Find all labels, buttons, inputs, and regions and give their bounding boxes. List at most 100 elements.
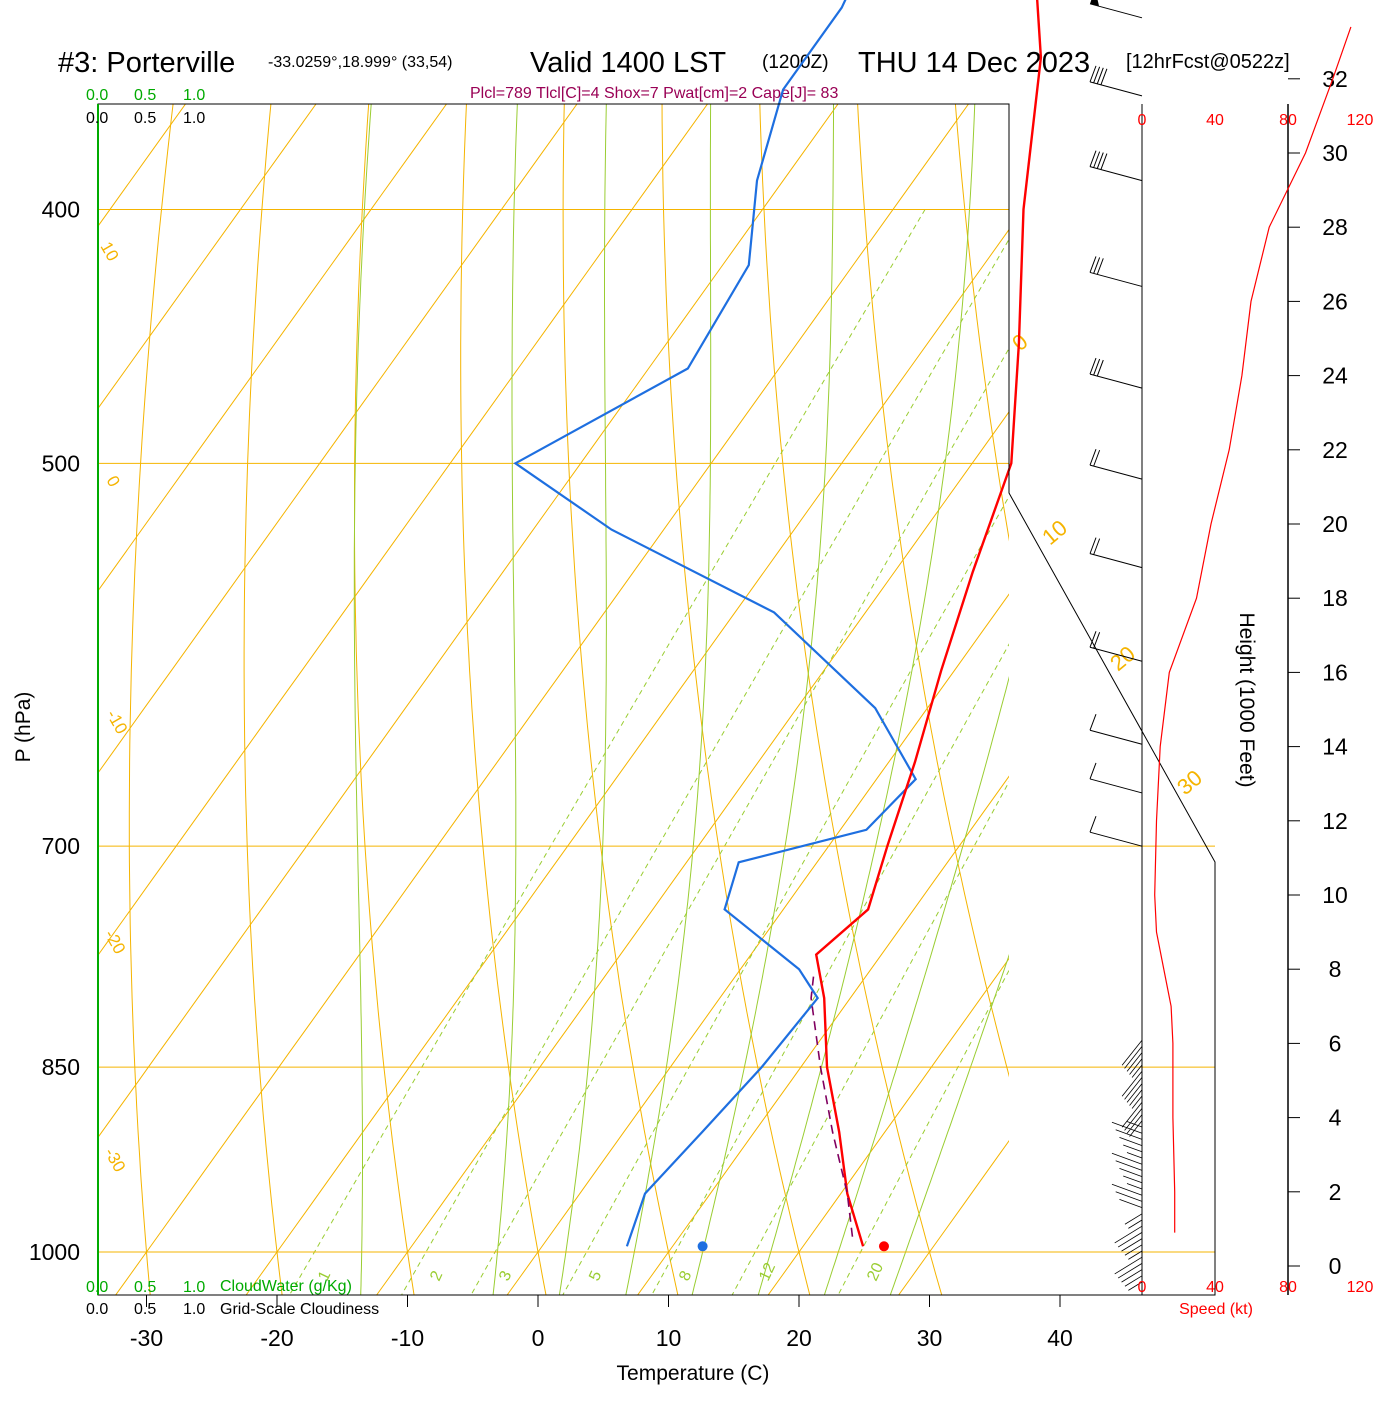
forecast-label: [12hrFcst@0522z] xyxy=(1126,51,1290,73)
pressure-tick-labels: 2503004005007008501000 xyxy=(29,0,80,1265)
height-tick-label: 10 xyxy=(1322,882,1348,908)
moist-adiabat-line xyxy=(354,0,423,1318)
height-axis-label: Height (1000 Feet) xyxy=(1235,612,1258,787)
speed-scale-top: 0 40 80 120 xyxy=(1138,112,1374,129)
temperature-tick-label: 10 xyxy=(656,1325,682,1351)
mixing-ratio-line xyxy=(388,209,1026,1318)
speed-tick: 80 xyxy=(1279,112,1297,129)
pressure-tick-label: 500 xyxy=(42,450,80,476)
wind-panel xyxy=(1090,0,1351,1290)
wind-barb xyxy=(1090,449,1142,479)
height-tick-label: 16 xyxy=(1322,659,1348,685)
station-title: #3: Porterville xyxy=(58,47,235,79)
mixing-ratio-line xyxy=(826,209,1400,1318)
cloudwater-tick: 0.0 xyxy=(86,1279,108,1296)
plot-frame xyxy=(98,104,1215,1295)
dry-adiabat-line xyxy=(1027,0,1347,1318)
speed-scale-bottom: 0 40 80 120 Speed (kt) xyxy=(1138,1279,1374,1318)
mixing-ratio-label: 5 xyxy=(586,1268,605,1283)
isotherm-line xyxy=(1143,0,1400,1318)
height-tick-label: 4 xyxy=(1329,1105,1342,1131)
wind-barb-staff xyxy=(1090,730,1142,744)
low-level-wind-barb xyxy=(1118,1232,1142,1247)
low-level-wind-barb xyxy=(1123,1145,1142,1152)
dewpoint-profile-line xyxy=(515,0,928,1246)
height-tick-label: 20 xyxy=(1322,511,1348,537)
isotherm-line xyxy=(0,0,1179,1318)
temperature-profile-line xyxy=(816,0,1150,1246)
wind-barb xyxy=(1090,816,1142,846)
plot-border xyxy=(98,104,1215,1295)
cloudiness-tick: 0.5 xyxy=(134,1301,156,1318)
cloudiness-tick: 1.0 xyxy=(183,1301,205,1318)
cloudiness-tick: 0.0 xyxy=(86,1301,108,1318)
isotherm-label: 10 xyxy=(1037,515,1072,550)
height-tick-label: 30 xyxy=(1322,140,1348,166)
temperature-tick-label: -20 xyxy=(260,1325,293,1351)
low-level-wind-barb xyxy=(1116,1192,1142,1202)
dry-adiabat-line xyxy=(850,0,1081,1318)
cloudiness-tick: 0.0 xyxy=(86,110,108,127)
pressure-tick-label: 400 xyxy=(42,196,80,222)
wind-barb-staff xyxy=(1090,374,1142,388)
wind-barb-staff xyxy=(1090,779,1142,793)
dry-adiabat-line xyxy=(355,0,420,1318)
low-level-wind-barb xyxy=(1123,1176,1142,1183)
mixing-ratio-label: 20 xyxy=(864,1260,887,1283)
low-level-wind-barb xyxy=(1127,1184,1142,1189)
low-level-wind-barb xyxy=(1127,1153,1142,1158)
speed-tick: 0 xyxy=(1138,112,1147,129)
height-tick-label: 12 xyxy=(1322,808,1348,834)
speed-tick: 40 xyxy=(1206,112,1224,129)
wind-barb-staff xyxy=(1090,832,1142,846)
mixing-ratio-line xyxy=(276,209,925,1318)
cloudiness-label: Grid-Scale Cloudiness xyxy=(220,1301,379,1318)
cloudwater-tick: 0.0 xyxy=(86,87,108,104)
pressure-tick-label: 1000 xyxy=(29,1239,80,1265)
low-level-wind-barb xyxy=(1122,1040,1142,1065)
temperature-tick-label: 30 xyxy=(917,1325,943,1351)
wind-barb xyxy=(1090,256,1142,286)
low-level-wind-barb xyxy=(1119,1137,1142,1145)
pressure-tick-label: 850 xyxy=(42,1054,80,1080)
low-level-wind-barb xyxy=(1119,1168,1142,1176)
moist-adiabat-line xyxy=(686,0,842,1318)
wind-barb-staff xyxy=(1090,82,1142,96)
dry-adiabat-line xyxy=(758,0,949,1318)
low-level-wind-barb xyxy=(1125,1108,1142,1130)
wind-barb-feather xyxy=(1090,763,1096,779)
mixing-ratio-label: 12 xyxy=(756,1260,779,1283)
dry-adiabat-line xyxy=(563,0,683,1318)
cloudwater-scale-top: 0.0 0.5 1.0 xyxy=(86,87,205,104)
stability-indices: Plcl=789 Tlcl[C]=4 Shox=7 Pwat[cm]=2 Cap… xyxy=(470,85,838,102)
temperature-tick-label: 20 xyxy=(786,1325,812,1351)
valid-date: THU 14 Dec 2023 xyxy=(858,47,1090,79)
dry-adiabat-line xyxy=(1374,0,1400,1318)
wind-barb-staff xyxy=(1090,167,1142,181)
moist-adiabat-line xyxy=(752,0,984,1318)
height-tick-label: 6 xyxy=(1329,1030,1342,1056)
low-level-wind-barb xyxy=(1116,1161,1142,1171)
mixing-ratio-label: 3 xyxy=(496,1268,515,1283)
temperature-tick-label: -30 xyxy=(130,1325,163,1351)
mixing-ratio-label: 2 xyxy=(427,1268,446,1283)
dry-adiabat-line xyxy=(10,0,159,1318)
cloudwater-label: CloudWater (g/Kg) xyxy=(220,1278,352,1295)
dry-adiabat-line xyxy=(1200,0,1400,1318)
temperature-tick-label: -10 xyxy=(391,1325,424,1351)
temperature-tick-label: 40 xyxy=(1047,1325,1073,1351)
wind-barb xyxy=(1090,763,1142,793)
plot-area-lines xyxy=(0,0,1400,1318)
station-coords: -33.0259°,18.999° (33,54) xyxy=(268,54,452,71)
moist-adiabat-line xyxy=(817,0,1157,1318)
surface-dewpoint-dot xyxy=(698,1241,708,1251)
low-level-wind-barb xyxy=(1130,1090,1142,1106)
temperature-tick-label: 0 xyxy=(532,1325,545,1351)
wind-barb-staff xyxy=(1090,4,1142,18)
height-tick-label: 26 xyxy=(1322,288,1348,314)
cloudwater-tick: 1.0 xyxy=(183,1279,205,1296)
speed-tick: 120 xyxy=(1347,112,1374,129)
wind-barb-staff xyxy=(1090,465,1142,479)
